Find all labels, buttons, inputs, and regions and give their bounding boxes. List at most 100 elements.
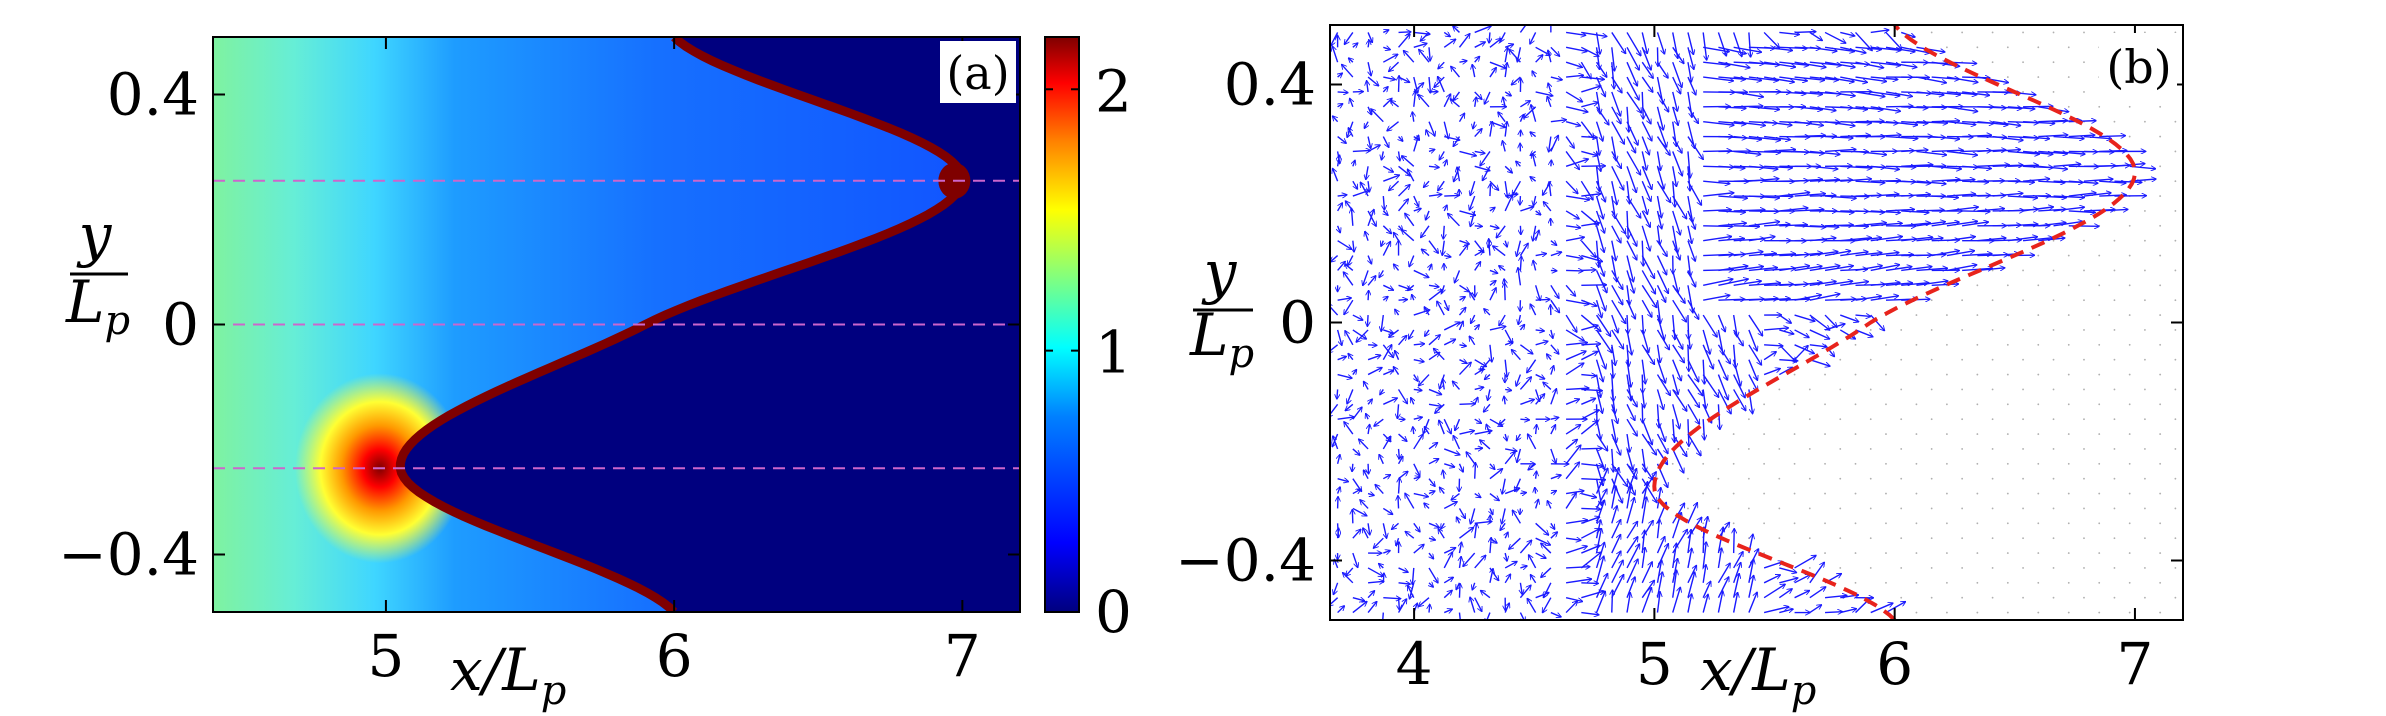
velocity-arrow xyxy=(1748,298,1778,300)
velocity-arrow xyxy=(1428,443,1438,450)
grid-dot xyxy=(2037,76,2040,78)
velocity-arrow xyxy=(1475,397,1478,405)
velocity-arrow xyxy=(1458,307,1465,316)
velocity-arrow xyxy=(1565,210,1579,219)
grid-dot xyxy=(2067,403,2070,406)
velocity-arrow xyxy=(1459,284,1469,291)
velocity-arrow xyxy=(1718,223,1746,227)
grid-dot xyxy=(2037,254,2040,257)
velocity-arrow xyxy=(1565,462,1579,480)
velocity-arrow xyxy=(1656,544,1668,569)
velocity-arrow xyxy=(1703,236,1731,242)
grid-dot xyxy=(2113,120,2116,123)
velocity-arrow xyxy=(1413,492,1429,497)
velocity-arrow xyxy=(1409,255,1415,267)
grid-dot xyxy=(2006,462,2009,465)
velocity-arrow xyxy=(1410,582,1415,599)
velocity-arrow xyxy=(1398,567,1409,572)
velocity-arrow xyxy=(1717,577,1728,598)
grid-dot xyxy=(2006,611,2009,614)
grid-dot xyxy=(2113,358,2116,361)
velocity-arrow xyxy=(1794,210,1824,211)
velocity-arrow xyxy=(1626,418,1637,436)
grid-dot xyxy=(2144,477,2146,480)
velocity-arrow xyxy=(2023,106,2053,107)
grid-dot xyxy=(1961,31,1964,34)
velocity-arrow xyxy=(1383,370,1393,376)
velocity-arrow xyxy=(1368,345,1377,346)
grid-dot xyxy=(1961,567,1964,569)
velocity-arrow xyxy=(1443,609,1452,612)
grid-dot xyxy=(1930,329,1933,331)
velocity-arrow xyxy=(1356,329,1369,342)
grid-dot xyxy=(2113,239,2116,242)
velocity-arrow xyxy=(1931,179,1960,181)
velocity-arrow xyxy=(1470,597,1476,613)
panel-b-ylabel-den-sub: p xyxy=(1229,331,1255,377)
velocity-arrow xyxy=(1367,567,1383,576)
velocity-arrow xyxy=(1382,165,1393,172)
velocity-arrow xyxy=(1511,350,1521,361)
velocity-arrow xyxy=(1839,329,1855,339)
velocity-arrow xyxy=(1565,195,1589,200)
grid-dot xyxy=(2144,31,2146,34)
velocity-arrow xyxy=(1565,439,1577,450)
velocity-arrow xyxy=(1470,180,1476,195)
velocity-arrow xyxy=(1395,309,1399,316)
velocity-arrow xyxy=(1543,382,1552,390)
velocity-arrow xyxy=(1566,538,1581,540)
velocity-arrow xyxy=(1423,418,1430,433)
velocity-arrow xyxy=(1748,559,1754,583)
velocity-arrow xyxy=(1581,351,1597,361)
velocity-arrow xyxy=(1764,254,1795,256)
velocity-arrow xyxy=(2053,221,2083,227)
grid-dot xyxy=(2174,150,2177,153)
velocity-arrow xyxy=(1367,315,1368,326)
grid-dot xyxy=(1885,462,1887,465)
velocity-arrow xyxy=(1518,314,1520,325)
grid-dot xyxy=(2083,567,2085,569)
grid-dot xyxy=(1900,537,1903,540)
velocity-arrow xyxy=(1566,388,1589,389)
velocity-arrow xyxy=(1489,288,1496,301)
grid-dot xyxy=(2098,343,2101,346)
velocity-arrow xyxy=(1794,591,1810,599)
velocity-arrow xyxy=(1702,594,1708,613)
velocity-arrow xyxy=(1748,314,1763,336)
velocity-arrow xyxy=(1505,552,1507,561)
velocity-arrow xyxy=(1444,195,1459,196)
velocity-arrow xyxy=(1363,528,1369,539)
velocity-arrow xyxy=(1438,529,1445,539)
grid-dot xyxy=(1900,448,1903,450)
grid-dot xyxy=(1991,448,1994,450)
grid-dot xyxy=(2022,299,2024,302)
grid-dot xyxy=(1930,596,1933,599)
grid-dot xyxy=(1687,477,1689,480)
velocity-arrow xyxy=(1611,520,1621,539)
velocity-arrow xyxy=(1550,344,1559,354)
velocity-arrow xyxy=(1489,226,1499,228)
grid-dot xyxy=(2113,31,2116,34)
velocity-arrow xyxy=(1641,284,1656,307)
grid-dot xyxy=(1671,492,1674,495)
velocity-arrow xyxy=(1855,266,1883,272)
grid-dot xyxy=(2113,388,2116,391)
velocity-arrow xyxy=(1505,359,1507,378)
velocity-arrows xyxy=(1330,25,2156,620)
velocity-arrow xyxy=(1718,266,1747,272)
grid-dot xyxy=(2006,373,2009,376)
velocity-arrow xyxy=(1364,381,1369,390)
grid-dot xyxy=(1900,477,1903,480)
grid-dot xyxy=(1900,358,1903,361)
velocity-arrow xyxy=(1529,555,1537,569)
grid-dot xyxy=(1778,418,1781,421)
grid-dot xyxy=(1946,46,1948,49)
velocity-arrow xyxy=(1946,265,1977,272)
velocity-arrow xyxy=(1642,240,1643,266)
velocity-arrow xyxy=(1597,240,1599,268)
velocity-arrow xyxy=(1809,587,1826,599)
velocity-arrow xyxy=(1352,601,1367,614)
grid-dot xyxy=(2083,239,2085,242)
velocity-arrow xyxy=(1382,433,1390,442)
panel-a-ylabel-num: y xyxy=(76,201,113,269)
